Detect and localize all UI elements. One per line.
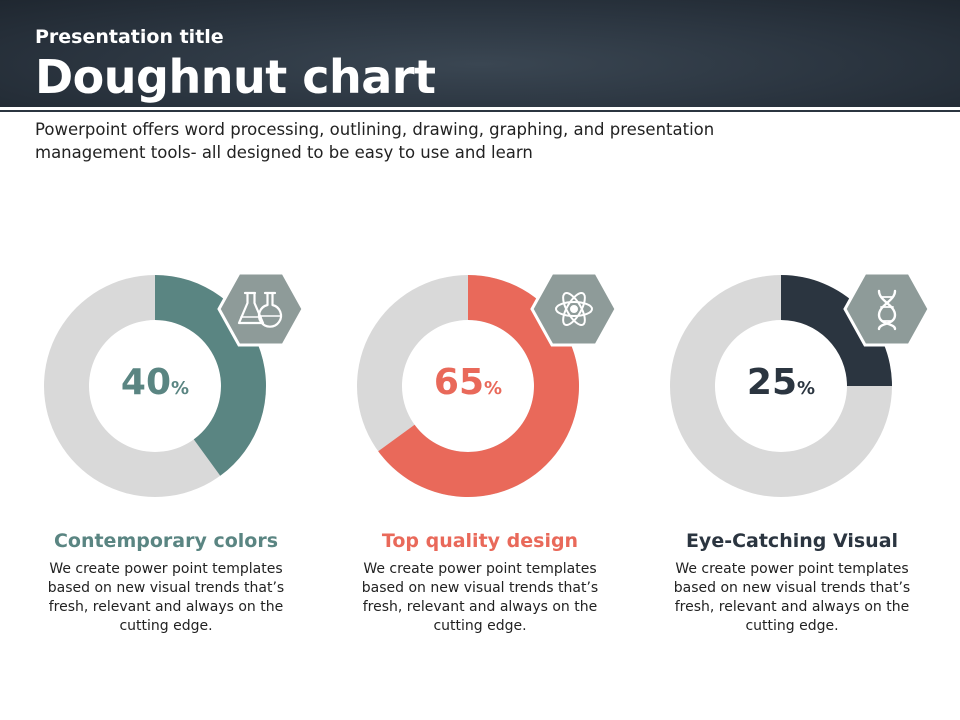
hex-badge-dna [843,271,931,347]
caption-title: Eye-Catching Visual [685,530,899,552]
flask-icon [237,291,283,328]
percent-value: 40 [120,362,172,403]
atom-icon [555,292,593,326]
hex-badge-flask [217,271,305,347]
intro-text: Powerpoint offers word processing, outli… [35,120,715,162]
caption-description: We create power point templates based on… [361,561,599,634]
donut-percent-label: 65% [357,362,579,403]
percent-symbol: % [171,378,190,399]
percent-symbol: % [484,378,503,399]
percent-value: 25 [746,362,798,403]
caption-eye-catching: Eye-Catching Visual We create power poin… [662,530,922,636]
percent-value: 65 [433,362,485,403]
donut-value-arc [781,275,892,386]
dna-icon [877,289,897,331]
caption-contemporary: Contemporary colors We create power poin… [36,530,296,636]
donut-chart-quality: 65% [356,262,607,512]
donut-value-arc [378,275,579,498]
caption-title: Top quality design [381,530,579,552]
donut-svg [356,275,579,498]
header-banner: Presentation title Doughnut chart [0,0,960,107]
slide-title: Doughnut chart [35,50,436,104]
donut-percent-label: 40% [44,362,266,403]
donut-percent-label: 25% [670,362,892,403]
caption-description: We create power point templates based on… [673,561,911,634]
caption-title: Contemporary colors [53,530,279,552]
hex-badge-atom [530,271,618,347]
percent-symbol: % [797,378,816,399]
title-divider [0,110,960,112]
caption-description: We create power point templates based on… [47,561,285,634]
donut-svg [669,275,892,497]
donut-chart-eye-catching: 25% [669,262,920,512]
presentation-subtitle: Presentation title [35,26,224,48]
caption-quality: Top quality design We create power point… [350,530,610,636]
